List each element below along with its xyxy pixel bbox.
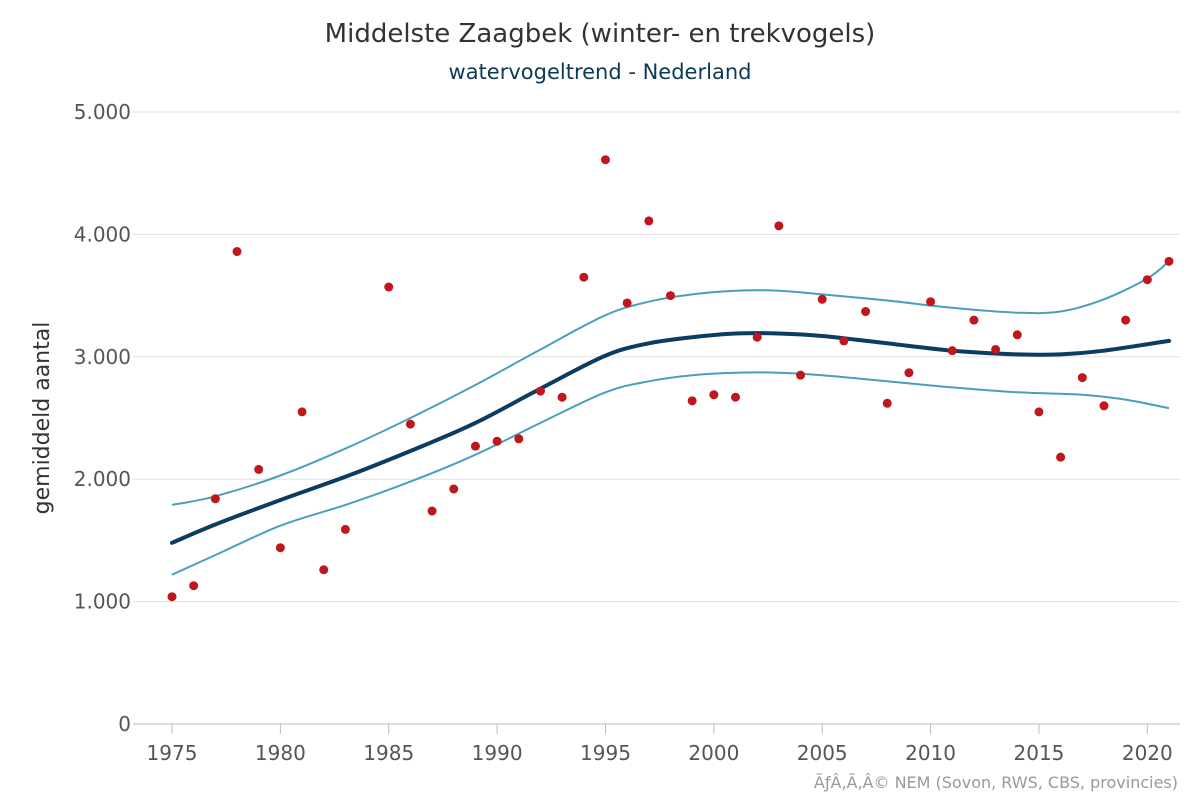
data-point (991, 344, 1001, 354)
data-point (666, 291, 675, 301)
trend-line-path (170, 331, 1171, 545)
data-point (644, 216, 654, 226)
data-point (904, 368, 914, 378)
data-point (600, 155, 610, 165)
data-point (470, 441, 480, 451)
data-point (232, 247, 242, 257)
data-point (340, 524, 350, 534)
data-point (449, 484, 459, 494)
data-point (319, 565, 329, 575)
data-point (817, 294, 827, 304)
data-point (1099, 401, 1109, 411)
data-point (210, 494, 220, 504)
x-tick-label: 2015 (1014, 741, 1065, 765)
data-point (752, 332, 762, 342)
chart-subtitle: watervogeltrend - Nederland (449, 60, 752, 84)
data-point (709, 390, 719, 400)
data-point (926, 297, 936, 307)
lower-bound-line (171, 371, 1170, 576)
data-point (297, 407, 307, 417)
data-point (405, 419, 415, 429)
data-point (535, 386, 545, 396)
chart-title: Middelste Zaagbek (winter- en trekvogels… (325, 19, 876, 49)
data-point (882, 398, 892, 408)
data-point (947, 346, 957, 356)
data-point (384, 282, 394, 292)
data-point (514, 434, 524, 444)
x-tick-label: 1995 (580, 741, 631, 765)
data-point (1142, 275, 1152, 285)
data-point (167, 592, 177, 602)
data-point (622, 298, 632, 308)
data-point (796, 370, 806, 380)
data-point (839, 336, 849, 346)
credits-text: ÃƒÂ‚Ã‚Â© NEM (Sovon, RWS, CBS, provincie… (814, 773, 1178, 792)
y-tick-label: 3.000 (74, 345, 131, 369)
x-tick-label: 2005 (797, 741, 848, 765)
x-tick-label: 1985 (363, 741, 414, 765)
x-tick-label: 1990 (472, 741, 523, 765)
data-point (579, 272, 589, 282)
data-point (774, 221, 784, 231)
y-tick-label: 4.000 (74, 222, 131, 246)
upper-bound-line (171, 260, 1170, 506)
confidence-band (171, 260, 1170, 576)
y-axis-title: gemiddeld aantal (30, 322, 55, 515)
data-point (557, 392, 567, 402)
data-point (254, 464, 264, 474)
data-point (687, 396, 697, 406)
data-point (427, 506, 437, 516)
x-axis-ticks: 1975 1980 1985 1990 1995 2000 2005 2010 2015 2020 (147, 741, 1173, 765)
data-points (167, 155, 1174, 602)
data-point (1034, 407, 1044, 417)
data-point (1121, 315, 1131, 325)
y-tick-label: 1.000 (74, 590, 131, 614)
x-tick-label: 2010 (905, 741, 956, 765)
y-tick-label: 0 (118, 712, 131, 736)
data-point (492, 436, 502, 446)
grid-lines (133, 111, 1180, 603)
data-point (731, 392, 741, 402)
y-axis-ticks: 0 1.000 2.000 3.000 4.000 5.000 (74, 100, 131, 736)
x-tick-label: 2020 (1122, 741, 1173, 765)
y-tick-label: 2.000 (74, 467, 131, 491)
x-tick-label: 1980 (255, 741, 306, 765)
data-point (189, 581, 199, 591)
data-point (275, 543, 285, 553)
x-tick-label: 2000 (688, 741, 739, 765)
x-tick-label: 1975 (147, 741, 198, 765)
data-point (1164, 256, 1174, 266)
y-tick-label: 5.000 (74, 100, 131, 124)
data-point (1012, 330, 1022, 340)
data-point (1077, 373, 1087, 383)
trend-line (170, 331, 1171, 545)
data-point (969, 315, 979, 325)
data-point (1056, 452, 1066, 462)
data-point (861, 307, 871, 317)
x-axis (133, 723, 1180, 734)
